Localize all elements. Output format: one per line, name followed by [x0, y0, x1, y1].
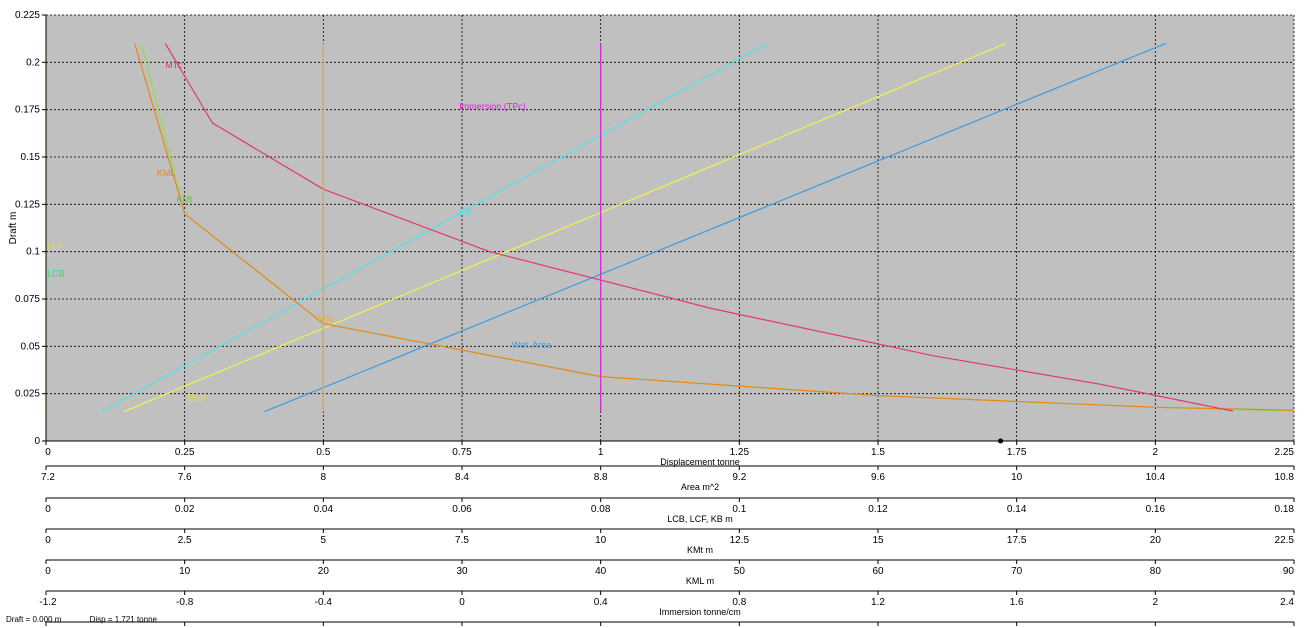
x-tick-label: 2 — [1153, 597, 1159, 608]
x-tick-label: -1.2 — [39, 597, 57, 608]
x-tick-label: 90 — [1283, 566, 1295, 577]
x-tick-label: 17.5 — [1007, 535, 1027, 546]
x-axis-label: LCB, LCF, KB m — [667, 514, 733, 524]
plot-area — [46, 15, 1294, 441]
curve-label: LCB — [47, 268, 65, 278]
y-tick-label: 0.025 — [15, 389, 40, 400]
x-tick-label: 7.2 — [41, 472, 55, 483]
x-tick-label: 40 — [595, 566, 607, 577]
x-tick-label: 0.14 — [1007, 504, 1027, 515]
x-tick-label: 20 — [1150, 535, 1162, 546]
x-tick-label: 0 — [45, 504, 51, 515]
x-tick-label: 0 — [45, 566, 51, 577]
y-axis-label: Draft m — [8, 212, 19, 245]
x-tick-label: 12.5 — [730, 535, 750, 546]
x-tick-label: 9.6 — [871, 472, 885, 483]
x-tick-label: 0.06 — [452, 504, 472, 515]
x-tick-label: 0.08 — [591, 504, 611, 515]
x-tick-label: 0.25 — [175, 447, 195, 458]
x-tick-label: 1.2 — [871, 597, 885, 608]
curve-label: KB — [459, 208, 471, 218]
x-tick-label: 10.4 — [1146, 472, 1166, 483]
x-tick-label: 1.75 — [1007, 447, 1027, 458]
x-tick-label: 70 — [1011, 566, 1023, 577]
x-tick-label: 80 — [1150, 566, 1162, 577]
x-tick-label: 0.75 — [452, 447, 472, 458]
y-tick-label: 0.075 — [15, 294, 40, 305]
x-tick-label: 0.4 — [594, 597, 608, 608]
x-tick-label: 8.4 — [455, 472, 469, 483]
x-tick-label: 10 — [179, 566, 191, 577]
x-tick-label: -0.8 — [176, 597, 194, 608]
x-tick-label: 0 — [45, 447, 51, 458]
x-tick-label: 2.5 — [178, 535, 192, 546]
x-tick-label: 1.6 — [1010, 597, 1024, 608]
x-tick-label: 0 — [459, 597, 465, 608]
x-axis-label: KMt m — [687, 545, 713, 555]
x-tick-label: 10 — [595, 535, 607, 546]
x-tick-label: 2.25 — [1275, 447, 1295, 458]
x-axis-label: Immersion tonne/cm — [659, 607, 741, 617]
x-tick-label: 1 — [598, 447, 604, 458]
x-tick-label: 2.4 — [1280, 597, 1294, 608]
curve-label: MTc — [318, 314, 335, 324]
curve-label: KML — [157, 168, 176, 178]
curve-label: Disp. — [187, 392, 208, 402]
curve-label: LCF — [47, 242, 65, 252]
x-tick-label: 10.8 — [1275, 472, 1295, 483]
x-tick-label: 1.25 — [730, 447, 750, 458]
series-line-0 — [123, 42, 1006, 413]
curve-label: MTc — [165, 60, 182, 70]
x-tick-label: 9.2 — [732, 472, 746, 483]
y-tick-label: 0.175 — [15, 105, 40, 116]
x-tick-label: 0.04 — [314, 504, 334, 515]
y-tick-label: 0 — [34, 436, 40, 447]
x-tick-label: 60 — [872, 566, 884, 577]
y-tick-label: 0.05 — [21, 341, 41, 352]
x-tick-label: 0.12 — [868, 504, 888, 515]
x-tick-label: 7.6 — [178, 472, 192, 483]
x-axis-label: KML m — [686, 576, 714, 586]
curve-label: Wet. Area — [512, 340, 551, 350]
x-tick-label: 8.8 — [594, 472, 608, 483]
x-axis-label: Area m^2 — [681, 482, 719, 492]
x-tick-label: 0.02 — [175, 504, 195, 515]
y-tick-label: 0.1 — [26, 247, 40, 258]
x-tick-label: 0.18 — [1275, 504, 1295, 515]
y-tick-label: 0.125 — [15, 199, 40, 210]
cursor-marker — [998, 438, 1004, 444]
x-tick-label: 0.1 — [732, 504, 746, 515]
x-tick-label: 0.16 — [1146, 504, 1166, 515]
x-tick-label: 15 — [872, 535, 884, 546]
series-line-4 — [101, 42, 768, 413]
x-tick-label: 22.5 — [1275, 535, 1295, 546]
x-tick-label: 0 — [45, 535, 51, 546]
displacement-readout: Disp = 1.721 tonne — [89, 615, 157, 624]
y-tick-label: 0.225 — [15, 10, 40, 21]
cursor-readout: Draft = 0.000 m Disp = 1.721 tonne — [6, 615, 183, 624]
x-tick-label: 20 — [318, 566, 330, 577]
x-tick-label: 50 — [734, 566, 746, 577]
y-tick-label: 0.15 — [21, 152, 41, 163]
x-tick-label: 8 — [321, 472, 327, 483]
x-tick-label: 1.5 — [871, 447, 885, 458]
x-tick-label: -0.4 — [315, 597, 333, 608]
x-tick-label: 0.5 — [316, 447, 330, 458]
curve-label: KMt — [176, 194, 193, 204]
x-tick-label: 7.5 — [455, 535, 469, 546]
draft-readout: Draft = 0.000 m — [6, 615, 62, 624]
x-tick-label: 30 — [456, 566, 468, 577]
y-tick-label: 0.2 — [26, 57, 40, 68]
x-tick-label: 5 — [321, 535, 327, 546]
x-tick-label: 10 — [1011, 472, 1023, 483]
x-axis-label: Displacement tonne — [660, 457, 740, 467]
x-tick-label: 2 — [1153, 447, 1159, 458]
curve-label: Immersion (TPc) — [459, 102, 526, 112]
series-line-1 — [264, 42, 1166, 413]
x-tick-label: 0.8 — [732, 597, 746, 608]
